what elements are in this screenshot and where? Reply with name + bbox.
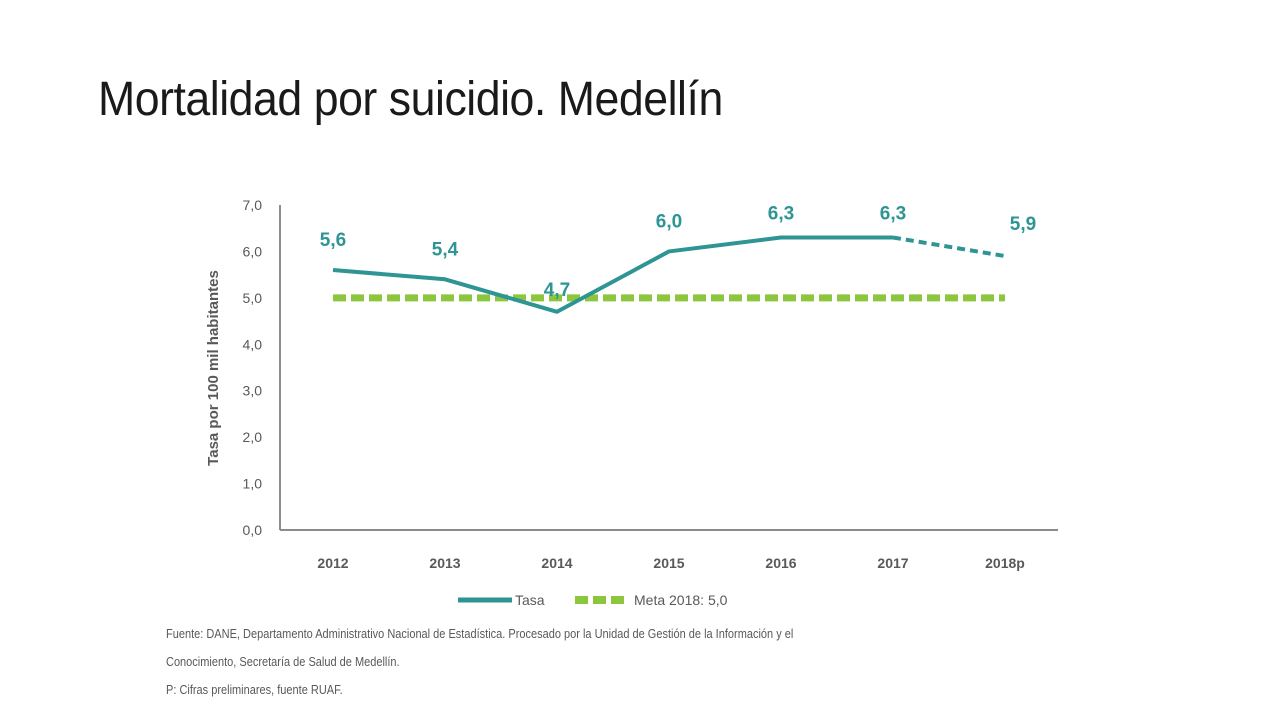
y-axis-label: Tasa por 100 mil habitantes xyxy=(205,270,222,466)
data-label: 5,4 xyxy=(432,239,459,260)
y-tick-label: 4,0 xyxy=(243,336,263,352)
data-label: 5,9 xyxy=(1010,214,1036,235)
y-tick-label: 3,0 xyxy=(243,383,263,399)
y-tick-label: 7,0 xyxy=(243,197,263,213)
y-tick-label: 6,0 xyxy=(243,243,263,259)
data-label: 5,6 xyxy=(320,230,346,251)
y-tick-label: 5,0 xyxy=(243,290,263,306)
legend-label-tasa: Tasa xyxy=(515,592,545,608)
x-tick-labels: 2012 2013 2014 2015 2016 2017 2018p xyxy=(317,555,1024,571)
x-tick-label: 2014 xyxy=(541,555,572,571)
tasa-line-projected xyxy=(892,235,1006,259)
y-tick-label: 2,0 xyxy=(243,429,263,445)
footnote-source-cont: Conocimiento, Secretaría de Salud de Med… xyxy=(166,655,400,669)
slide-title: Mortalidad por suicidio. Medellín xyxy=(98,73,723,126)
data-label: 6,3 xyxy=(880,204,906,225)
data-labels: 5,6 5,4 4,7 6,0 6,3 6,3 5,9 xyxy=(320,204,1036,301)
chart-axes xyxy=(279,205,1058,531)
x-tick-label: 2017 xyxy=(877,555,908,571)
data-label: 6,3 xyxy=(768,204,794,225)
data-label: 6,0 xyxy=(656,211,682,232)
series-tasa xyxy=(332,235,1006,314)
y-tick-labels: 0,0 1,0 2,0 3,0 4,0 5,0 6,0 7,0 xyxy=(243,197,263,538)
tasa-line-solid xyxy=(332,235,893,314)
footnote-source: Fuente: DANE, Departamento Administrativ… xyxy=(166,627,794,641)
x-tick-label: 2018p xyxy=(985,555,1025,571)
chart-legend: Tasa Meta 2018: 5,0 xyxy=(458,592,728,608)
footnote-preliminary: P: Cifras preliminares, fuente RUAF. xyxy=(166,683,343,697)
y-tick-label: 1,0 xyxy=(243,476,263,492)
x-tick-label: 2012 xyxy=(317,555,348,571)
y-tick-label: 0,0 xyxy=(243,522,263,538)
x-tick-label: 2015 xyxy=(653,555,684,571)
x-tick-label: 2013 xyxy=(429,555,460,571)
x-tick-label: 2016 xyxy=(765,555,796,571)
legend-label-meta: Meta 2018: 5,0 xyxy=(634,592,728,608)
data-label: 4,7 xyxy=(544,280,570,301)
